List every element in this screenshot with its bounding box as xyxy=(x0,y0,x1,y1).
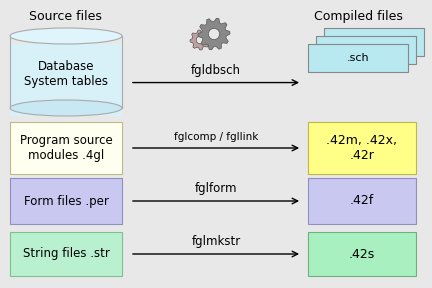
Polygon shape xyxy=(190,30,210,50)
Text: .sch: .sch xyxy=(347,53,369,63)
Ellipse shape xyxy=(10,28,122,44)
Text: fgldbsch: fgldbsch xyxy=(191,64,241,77)
Text: .42f: .42f xyxy=(350,194,374,207)
Bar xyxy=(308,178,416,224)
Bar xyxy=(10,178,122,224)
Polygon shape xyxy=(198,18,230,50)
Bar xyxy=(316,36,416,64)
Text: String files .str: String files .str xyxy=(22,247,109,261)
Bar xyxy=(308,44,408,72)
Text: fglform: fglform xyxy=(195,182,237,195)
Text: fglcomp / fgllink: fglcomp / fgllink xyxy=(174,132,258,142)
Text: Source files: Source files xyxy=(29,10,102,23)
Circle shape xyxy=(208,29,219,40)
Ellipse shape xyxy=(10,100,122,116)
Text: .att: .att xyxy=(364,37,384,47)
Bar xyxy=(10,232,122,276)
Bar xyxy=(10,44,122,116)
Bar xyxy=(308,122,416,174)
Text: Compiled files: Compiled files xyxy=(314,10,403,23)
Text: Program source
modules .4gl: Program source modules .4gl xyxy=(19,134,112,162)
Text: .42m, .42x,
.42r: .42m, .42x, .42r xyxy=(327,134,397,162)
Bar xyxy=(308,232,416,276)
Text: fglmkstr: fglmkstr xyxy=(191,235,241,248)
Text: Database
System tables: Database System tables xyxy=(24,60,108,88)
Bar xyxy=(10,122,122,174)
Bar xyxy=(324,28,424,56)
Text: .42s: .42s xyxy=(349,247,375,261)
Text: .val: .val xyxy=(356,45,376,55)
Circle shape xyxy=(196,36,204,44)
Text: Form files .per: Form files .per xyxy=(24,194,108,207)
